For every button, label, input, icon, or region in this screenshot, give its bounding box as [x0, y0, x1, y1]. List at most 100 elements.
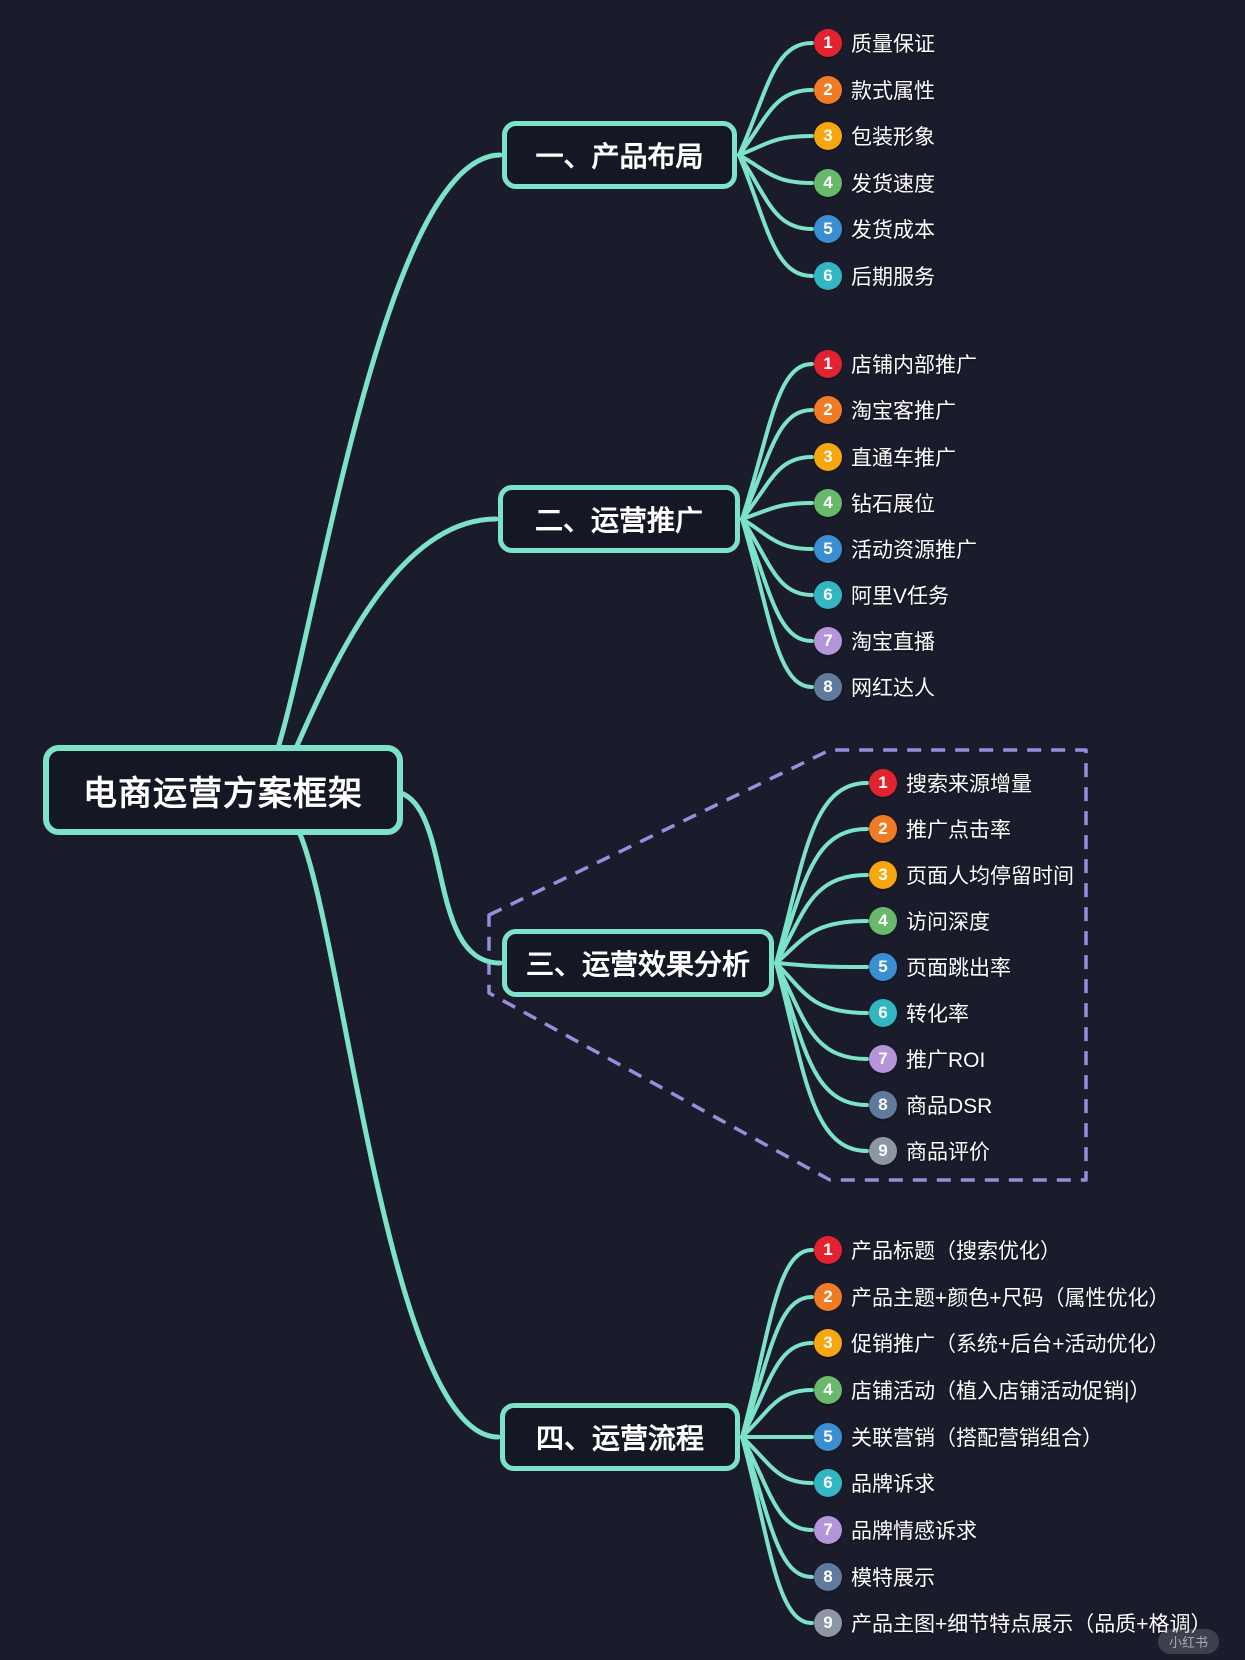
child-number-badge: 2	[814, 396, 842, 424]
connector-curve	[275, 152, 503, 751]
child-number-badge: 1	[814, 29, 842, 57]
child-label: 转化率	[906, 1003, 969, 1026]
child-number-badge: 6	[869, 999, 897, 1027]
child-item[interactable]: 6 后期服务	[814, 260, 935, 292]
child-label: 网红达人	[851, 677, 935, 700]
connector-curve	[297, 831, 501, 1440]
branch-node[interactable]: 二、运营推广	[498, 485, 740, 553]
watermark-badge: 小红书	[1158, 1629, 1220, 1654]
child-item[interactable]: 2 款式属性	[814, 74, 935, 106]
root-node[interactable]: 电商运营方案框架	[43, 745, 403, 835]
child-item[interactable]: 6 品牌诉求	[814, 1467, 935, 1499]
child-item[interactable]: 3 页面人均停留时间	[869, 859, 1074, 891]
child-label: 搜索来源增量	[906, 773, 1032, 796]
child-item[interactable]: 3 直通车推广	[814, 441, 956, 473]
child-item[interactable]: 1 产品标题（搜索优化）	[814, 1234, 1061, 1266]
child-item[interactable]: 9 产品主图+细节特点展示（品质+格调）	[814, 1607, 1212, 1639]
dashed-group-outline	[487, 748, 1088, 1182]
connector-curve	[774, 961, 869, 1015]
child-label: 页面人均停留时间	[906, 865, 1074, 888]
child-number-badge: 8	[814, 1563, 842, 1591]
connector-curve	[737, 134, 814, 157]
child-item[interactable]: 4 店铺活动（植入店铺活动促销|）	[814, 1374, 1150, 1406]
child-item[interactable]: 7 推广ROI	[869, 1043, 985, 1075]
child-item[interactable]: 5 关联营销（搭配营销组合）	[814, 1421, 1103, 1453]
child-item[interactable]: 8 商品DSR	[869, 1089, 992, 1121]
child-number-badge: 4	[814, 1376, 842, 1404]
child-label: 促销推广（系统+后台+活动优化）	[851, 1333, 1170, 1356]
child-number-badge: 5	[869, 953, 897, 981]
child-item[interactable]: 4 发货速度	[814, 167, 935, 199]
child-item[interactable]: 4 钻石展位	[814, 487, 935, 519]
child-item[interactable]: 5 活动资源推广	[814, 533, 977, 565]
connector-curve	[398, 790, 503, 966]
child-item[interactable]: 2 产品主题+颜色+尺码（属性优化）	[814, 1281, 1170, 1313]
child-item[interactable]: 1 搜索来源增量	[869, 767, 1032, 799]
connector-curve	[740, 1435, 814, 1485]
child-label: 关联营销（搭配营销组合）	[851, 1427, 1103, 1450]
connector-curve	[774, 961, 869, 1153]
child-item[interactable]: 6 阿里V任务	[814, 579, 949, 611]
child-number-badge: 7	[814, 627, 842, 655]
child-number-badge: 1	[869, 769, 897, 797]
child-number-badge: 3	[814, 1329, 842, 1357]
child-item[interactable]: 3 促销推广（系统+后台+活动优化）	[814, 1327, 1170, 1359]
child-label: 商品评价	[906, 1141, 990, 1164]
connector-curve	[740, 455, 814, 521]
connector-curve	[774, 781, 869, 965]
connector-curve	[740, 1435, 814, 1532]
connector-curve	[740, 408, 814, 521]
child-number-badge: 4	[814, 169, 842, 197]
child-item[interactable]: 8 模特展示	[814, 1561, 935, 1593]
connector-curve	[740, 1248, 814, 1439]
child-item[interactable]: 2 淘宝客推广	[814, 394, 956, 426]
connector-curve	[737, 153, 814, 231]
child-item[interactable]: 3 包装形象	[814, 120, 935, 152]
child-label: 阿里V任务	[851, 585, 950, 608]
connector-curve	[737, 88, 814, 157]
child-label: 淘宝客推广	[851, 400, 956, 423]
child-label: 后期服务	[851, 266, 935, 289]
child-item[interactable]: 7 淘宝直播	[814, 625, 935, 657]
connector-curve	[740, 501, 814, 521]
child-item[interactable]: 1 质量保证	[814, 27, 935, 59]
child-label: 直通车推广	[851, 447, 956, 470]
branch-node[interactable]: 三、运营效果分析	[502, 929, 774, 997]
child-number-badge: 8	[869, 1091, 897, 1119]
connector-curve	[740, 517, 814, 597]
child-label: 推广点击率	[906, 819, 1011, 842]
child-item[interactable]: 9 商品评价	[869, 1135, 990, 1167]
child-item[interactable]: 6 转化率	[869, 997, 969, 1029]
connector-curve	[774, 873, 869, 965]
child-number-badge: 6	[814, 581, 842, 609]
child-label: 页面跳出率	[906, 957, 1011, 980]
connector-curve	[737, 153, 814, 278]
child-item[interactable]: 5 发货成本	[814, 213, 935, 245]
child-item[interactable]: 5 页面跳出率	[869, 951, 1011, 983]
child-label: 店铺内部推广	[851, 354, 977, 377]
child-label: 包装形象	[851, 126, 935, 149]
connector-curve	[774, 919, 869, 965]
connector-curve	[740, 1295, 814, 1439]
child-label: 商品DSR	[906, 1095, 993, 1118]
child-item[interactable]: 4 访问深度	[869, 905, 990, 937]
branch-node[interactable]: 四、运营流程	[500, 1403, 740, 1471]
child-item[interactable]: 7 品牌情感诉求	[814, 1514, 977, 1546]
child-item[interactable]: 2 推广点击率	[869, 813, 1011, 845]
child-item[interactable]: 1 店铺内部推广	[814, 348, 977, 380]
connector-curve	[740, 1341, 814, 1439]
child-number-badge: 5	[814, 1423, 842, 1451]
child-number-badge: 4	[814, 489, 842, 517]
child-label: 活动资源推广	[851, 539, 977, 562]
child-label: 质量保证	[851, 33, 935, 56]
child-label: 产品主图+细节特点展示（品质+格调）	[851, 1613, 1212, 1636]
child-label: 款式属性	[851, 80, 935, 103]
child-number-badge: 9	[869, 1137, 897, 1165]
connector-curve	[774, 961, 869, 969]
connector-curve	[740, 362, 814, 521]
branch-node[interactable]: 一、产品布局	[502, 121, 737, 189]
connector-curve	[740, 517, 814, 551]
child-item[interactable]: 8 网红达人	[814, 671, 935, 703]
connector-curve	[740, 517, 814, 643]
